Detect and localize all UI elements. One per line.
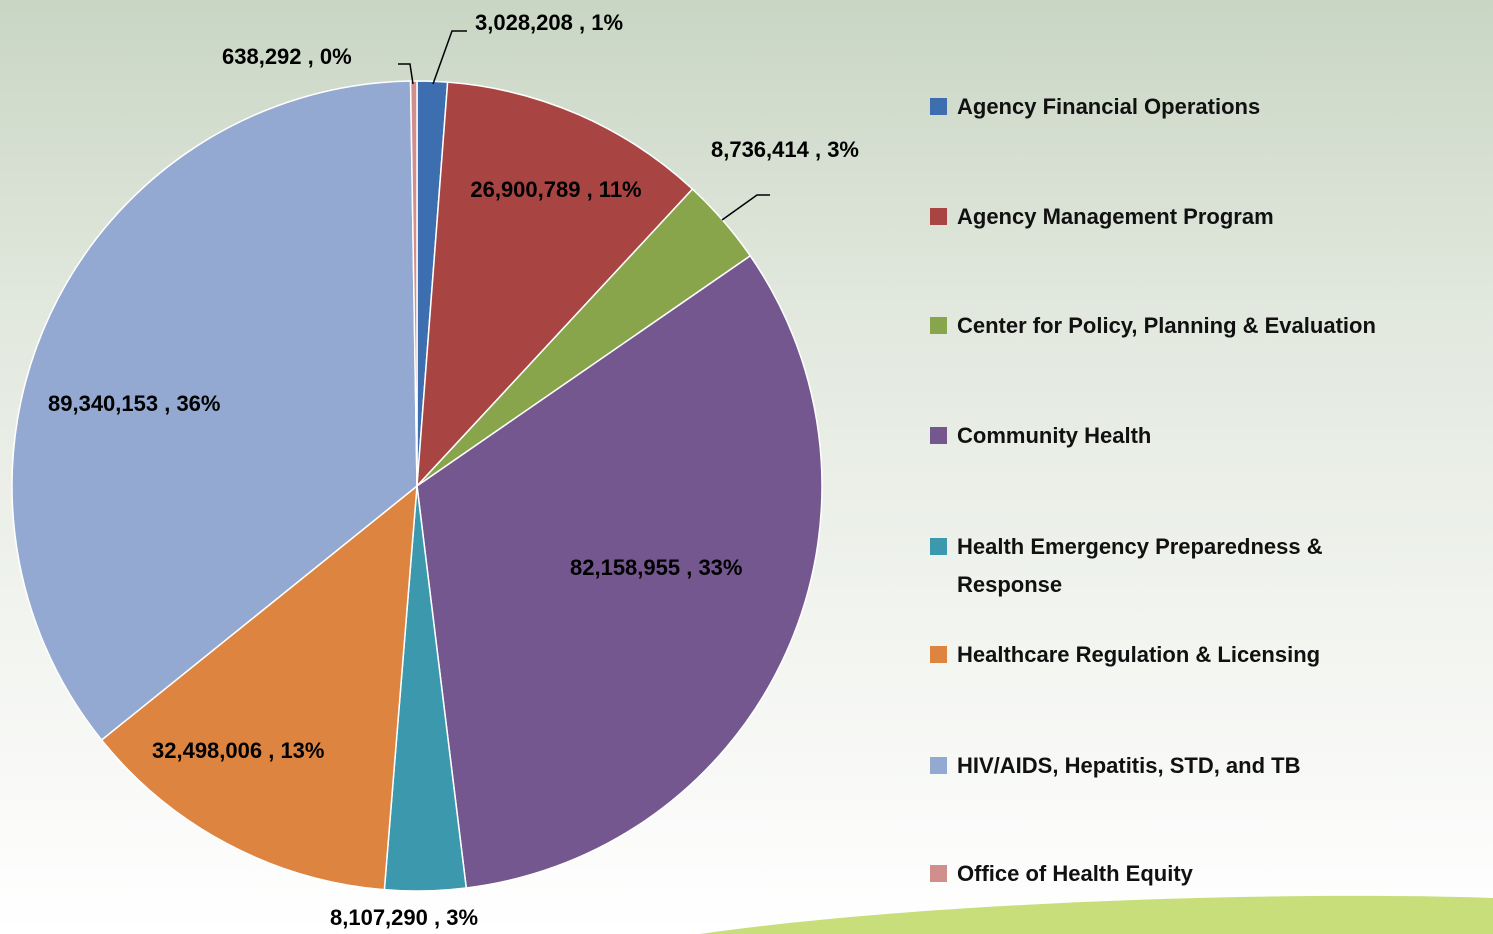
legend-label: Agency Financial Operations	[957, 94, 1261, 119]
legend-item: Office of Health Equity	[930, 855, 1475, 893]
data-label: 638,292 , 0%	[222, 44, 352, 69]
data-label: 3,028,208 , 1%	[475, 10, 624, 35]
legend-swatch	[930, 317, 947, 334]
data-label: 8,736,414 , 3%	[710, 137, 859, 162]
legend-label: Center for Policy, Planning & Evaluation	[957, 313, 1376, 338]
legend-label: Office of Health Equity	[957, 861, 1193, 886]
legend-swatch	[930, 865, 947, 882]
legend-item: Community Health	[930, 417, 1475, 455]
legend-swatch	[930, 646, 947, 663]
pie-slice	[416, 81, 694, 489]
legend-label: Community Health	[957, 423, 1152, 448]
legend-swatch	[930, 757, 947, 774]
legend-swatch	[930, 427, 947, 444]
legend-label: HIV/AIDS, Hepatitis, STD, and TB	[957, 753, 1301, 778]
data-label: 32,498,006 , 13%	[152, 738, 325, 763]
legend-swatch	[930, 538, 947, 555]
legend-item: Agency Management Program	[930, 198, 1475, 236]
legend-swatch	[930, 98, 947, 115]
data-label: 89,340,153 , 36%	[48, 391, 221, 416]
pie-slice	[409, 80, 418, 487]
pie-slice	[100, 484, 418, 891]
leader-line	[398, 63, 414, 85]
pie-slice	[416, 254, 823, 889]
pie-slice	[11, 80, 418, 742]
legend-label: Healthcare Regulation & Licensing	[957, 642, 1321, 667]
data-label: 82,158,955 , 33%	[570, 555, 743, 580]
legend-label: Agency Management Program	[957, 204, 1274, 229]
data-label: 26,900,789 , 11%	[470, 177, 642, 202]
decor-swoosh	[700, 895, 1493, 934]
legend-item: Healthcare Regulation & Licensing	[930, 636, 1475, 674]
data-label: 8,107,290 , 3%	[330, 905, 479, 930]
legend-item: Agency Financial Operations	[930, 88, 1475, 126]
legend-item: HIV/AIDS, Hepatitis, STD, and TB	[930, 747, 1475, 785]
legend-swatch	[930, 208, 947, 225]
legend-item: Health Emergency Preparedness & Response	[930, 528, 1475, 604]
legend-label: Health Emergency Preparedness & Response	[957, 534, 1323, 597]
leader-line	[432, 30, 467, 85]
legend-item: Center for Policy, Planning & Evaluation	[930, 307, 1475, 345]
leader-line	[721, 194, 770, 221]
